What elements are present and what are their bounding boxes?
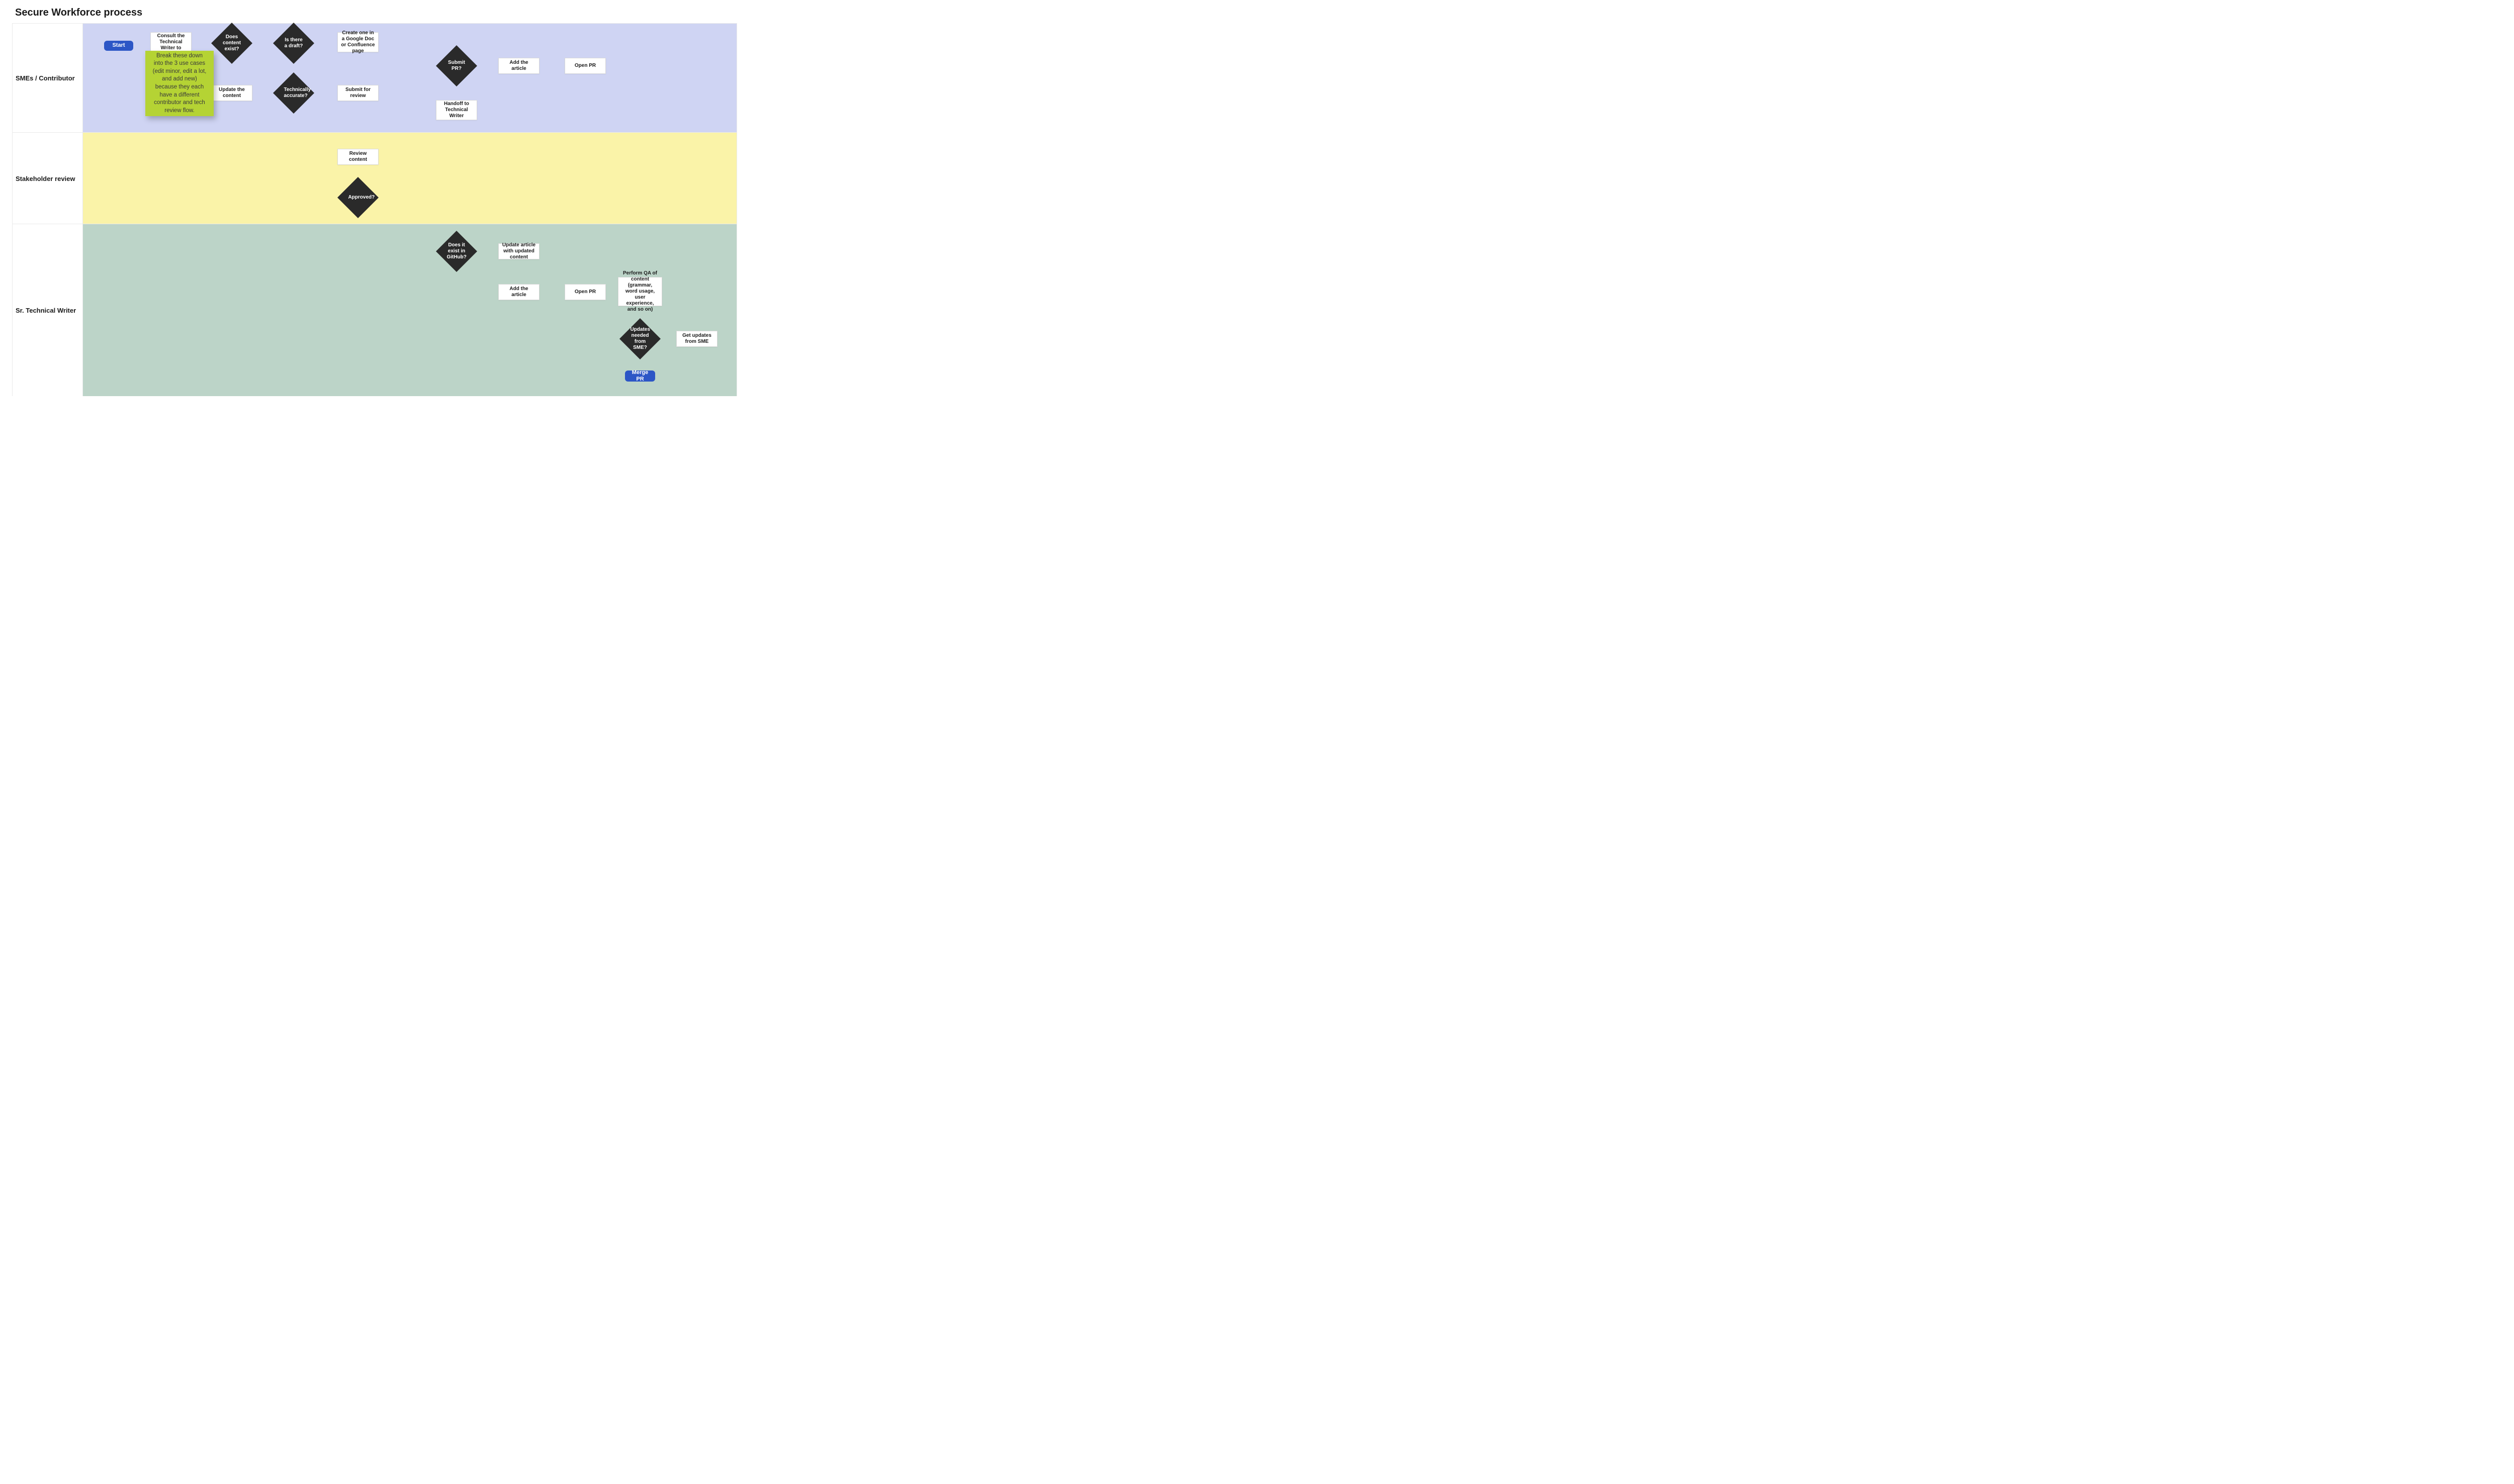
page-title: Secure Workforce process — [15, 7, 142, 19]
node-text: Update article with updated content — [502, 242, 536, 260]
node-text: Merge PR — [628, 369, 652, 383]
node-text: Handoff to Technical Writer — [439, 101, 474, 119]
node-review: Review content — [337, 149, 379, 165]
node-updateart: Update article with updated content — [498, 243, 540, 259]
node-text: Approved? — [348, 195, 368, 201]
node-text: Technically accurate? — [284, 87, 303, 99]
node-text: Consult the Technical Writer to — [154, 33, 188, 51]
lane-label: Sr. Technical Writer — [13, 224, 83, 396]
node-addarticle2: Add the article — [498, 284, 540, 300]
node-text: Get updates from SME — [680, 333, 714, 345]
node-openpr1: Open PR — [565, 58, 606, 74]
node-text: Is there a draft? — [284, 37, 303, 49]
nodes-overlay: Start Consult the Technical Writer to Does… — [83, 24, 737, 396]
node-text: Start — [112, 42, 125, 49]
node-getupdates: Get updates from SME — [676, 331, 717, 347]
node-text: Create one in a Google Doc or Confluence… — [341, 30, 375, 54]
node-text: Does content exist? — [222, 34, 241, 52]
node-submitpr: Submit PR? — [442, 51, 471, 80]
node-start: Start — [104, 41, 133, 51]
node-updneeded: Updates needed from SME? — [625, 324, 655, 353]
lane-label: SMEs / Contributor — [13, 24, 83, 132]
swimlanes-frame: NoNoYesYesYesNoNoYesYesNoYesNoYesNo SMEs… — [12, 23, 737, 396]
node-accurate: Technically accurate? — [279, 78, 308, 108]
node-exist: Does content exist? — [217, 29, 246, 58]
node-text: Submit PR? — [446, 60, 466, 72]
node-text: Perform QA of content (grammar, word usa… — [621, 270, 659, 313]
node-addarticle1: Add the article — [498, 58, 540, 74]
node-text: Does it exist in GitHub? — [446, 242, 466, 260]
node-text: Open PR — [575, 63, 596, 69]
node-text: Add the article — [502, 286, 536, 298]
node-sticky: Break these down into the 3 use cases (e… — [145, 51, 214, 116]
node-text: Break these down into the 3 use cases (e… — [152, 52, 207, 115]
node-text: Updates needed from SME? — [630, 327, 650, 351]
node-text: Update the content — [215, 87, 249, 99]
node-qa: Perform QA of content (grammar, word usa… — [618, 277, 662, 306]
node-text: Add the article — [502, 60, 536, 72]
node-github: Does it exist in GitHub? — [442, 237, 471, 266]
node-text: Submit for review — [341, 87, 375, 99]
node-approved: Approved? — [343, 183, 373, 212]
lane-label: Stakeholder review — [13, 133, 83, 224]
node-consult: Consult the Technical Writer to — [150, 32, 192, 52]
node-update: Update the content — [211, 85, 252, 101]
node-handoff: Handoff to Technical Writer — [436, 100, 477, 120]
diagram-page: Secure Workforce process NoNoYesYesYesNo… — [0, 0, 748, 407]
node-merge: Merge PR — [625, 370, 655, 382]
node-text: Open PR — [575, 289, 596, 295]
node-openpr2: Open PR — [565, 284, 606, 300]
node-submit: Submit for review — [337, 85, 379, 101]
node-draft: Is there a draft? — [279, 29, 308, 58]
node-text: Review content — [341, 151, 375, 163]
node-createdoc: Create one in a Google Doc or Confluence… — [337, 32, 379, 52]
